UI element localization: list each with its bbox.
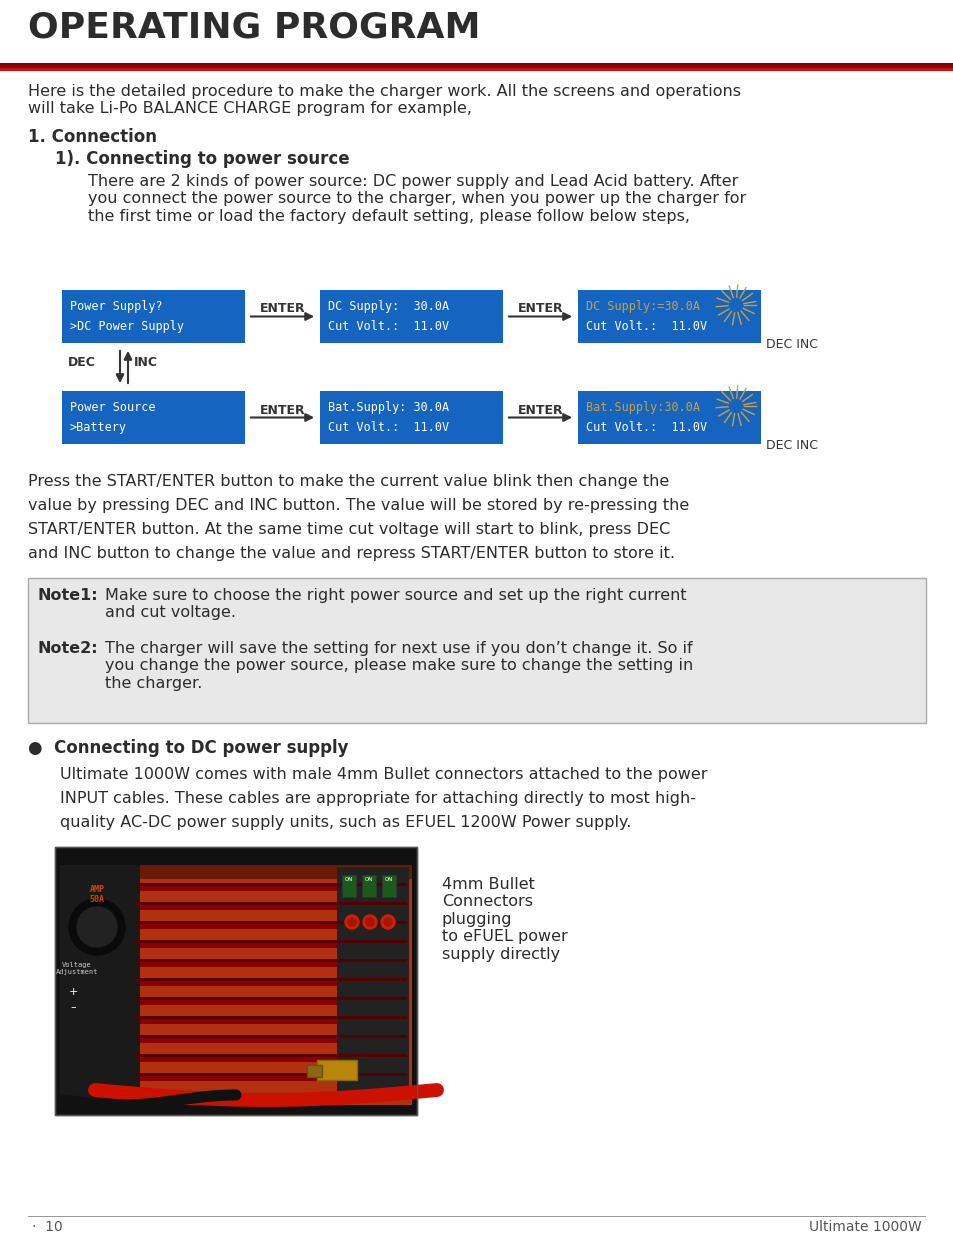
- Text: Ultimate 1000W comes with male 4mm Bullet connectors attached to the power: Ultimate 1000W comes with male 4mm Bulle…: [60, 767, 707, 782]
- Bar: [135, 1073, 407, 1081]
- Bar: [135, 979, 407, 986]
- Bar: [135, 1035, 407, 1038]
- Bar: [135, 940, 407, 947]
- Text: and INC button to change the value and repress START/ENTER button to store it.: and INC button to change the value and r…: [28, 547, 675, 561]
- Circle shape: [366, 918, 374, 926]
- Text: DEC INC: DEC INC: [765, 337, 817, 351]
- Bar: [319, 290, 502, 344]
- Bar: [0, 68, 953, 71]
- Text: AMP
50A: AMP 50A: [90, 885, 105, 904]
- Text: OPERATING PROGRAM: OPERATING PROGRAM: [28, 10, 480, 44]
- Bar: [135, 901, 407, 910]
- Text: ENTER: ENTER: [517, 303, 562, 315]
- Bar: [135, 979, 407, 981]
- Bar: [135, 901, 407, 905]
- Bar: [135, 883, 407, 886]
- Text: >DC Power Supply: >DC Power Supply: [70, 320, 184, 332]
- Text: ON: ON: [384, 876, 393, 881]
- Bar: [336, 867, 409, 1096]
- Text: DEC: DEC: [68, 356, 96, 369]
- Text: Bat.Supply: 30.0A: Bat.Supply: 30.0A: [328, 401, 449, 415]
- Text: Bat.Supply:30.0A: Bat.Supply:30.0A: [585, 401, 700, 415]
- Text: Power Supply?: Power Supply?: [70, 300, 162, 312]
- Text: ENTER: ENTER: [259, 403, 305, 417]
- Circle shape: [345, 915, 358, 929]
- Circle shape: [380, 915, 395, 929]
- Text: ON: ON: [344, 876, 353, 881]
- Text: +: +: [69, 987, 77, 997]
- Text: ENTER: ENTER: [517, 403, 562, 417]
- Text: >Battery: >Battery: [70, 421, 127, 435]
- Bar: [316, 1059, 356, 1079]
- Circle shape: [77, 908, 117, 947]
- Text: value by pressing DEC and INC button. The value will be stored by re-pressing th: value by pressing DEC and INC button. Th…: [28, 498, 688, 513]
- Text: INPUT cables. These cables are appropriate for attaching directly to most high-: INPUT cables. These cables are appropria…: [60, 791, 696, 806]
- Bar: [135, 1016, 407, 1018]
- Bar: [135, 883, 407, 891]
- Text: Cut Volt.:  11.0V: Cut Volt.: 11.0V: [585, 421, 706, 435]
- Bar: [135, 959, 407, 967]
- Bar: [135, 1035, 407, 1043]
- Text: Note1:: Note1:: [38, 588, 98, 603]
- Bar: [341, 875, 355, 896]
- Text: Cut Volt.:  11.0V: Cut Volt.: 11.0V: [328, 421, 449, 435]
- Bar: [578, 391, 760, 444]
- Bar: [55, 847, 416, 1116]
- Bar: [135, 940, 407, 942]
- Bar: [62, 391, 245, 444]
- Bar: [60, 865, 412, 879]
- Bar: [55, 847, 416, 1116]
- Text: DEC INC: DEC INC: [765, 439, 817, 452]
- Text: ENTER: ENTER: [259, 303, 305, 315]
- Text: START/ENTER button. At the same time cut voltage will start to blink, press DEC: START/ENTER button. At the same time cut…: [28, 522, 670, 537]
- Bar: [307, 1064, 322, 1077]
- Bar: [62, 290, 245, 344]
- Bar: [135, 1055, 407, 1062]
- Bar: [60, 865, 140, 1106]
- Text: ●  Connecting to DC power supply: ● Connecting to DC power supply: [28, 740, 348, 757]
- Bar: [135, 921, 407, 924]
- Text: Press the START/ENTER button to make the current value blink then change the: Press the START/ENTER button to make the…: [28, 474, 669, 489]
- Bar: [60, 865, 412, 1106]
- Bar: [135, 997, 407, 1000]
- Text: There are 2 kinds of power source: DC power supply and Lead Acid battery. After
: There are 2 kinds of power source: DC po…: [88, 174, 745, 224]
- Text: 1. Connection: 1. Connection: [28, 128, 157, 146]
- Bar: [135, 997, 407, 1005]
- Text: quality AC-DC power supply units, such as EFUEL 1200W Power supply.: quality AC-DC power supply units, such a…: [60, 815, 631, 830]
- Text: 4mm Bullet
Connectors
plugging
to eFUEL power
supply directly: 4mm Bullet Connectors plugging to eFUEL …: [441, 876, 567, 961]
- Bar: [135, 921, 407, 929]
- Text: Cut Volt.:  11.0V: Cut Volt.: 11.0V: [585, 320, 706, 332]
- Circle shape: [69, 899, 125, 955]
- Text: 1). Connecting to power source: 1). Connecting to power source: [55, 149, 349, 168]
- Text: The charger will save the setting for next use if you don’t change it. So if
you: The charger will save the setting for ne…: [105, 641, 693, 691]
- Text: Power Source: Power Source: [70, 401, 155, 415]
- Bar: [135, 1073, 407, 1076]
- Circle shape: [348, 918, 355, 926]
- Text: INC: INC: [133, 356, 158, 369]
- Bar: [28, 578, 925, 723]
- Text: Ultimate 1000W: Ultimate 1000W: [808, 1220, 921, 1234]
- Bar: [361, 875, 375, 896]
- Text: DC Supply:  30.0A: DC Supply: 30.0A: [328, 300, 449, 312]
- Text: Note2:: Note2:: [38, 641, 98, 656]
- Bar: [319, 391, 502, 444]
- Text: ON: ON: [364, 876, 373, 881]
- Text: ·  10: · 10: [32, 1220, 63, 1234]
- Circle shape: [363, 915, 376, 929]
- Text: Here is the detailed procedure to make the charger work. All the screens and ope: Here is the detailed procedure to make t…: [28, 83, 740, 116]
- Text: DC Supply:=30.0A: DC Supply:=30.0A: [585, 300, 700, 312]
- Bar: [0, 63, 953, 68]
- Text: Voltage
Adjustment: Voltage Adjustment: [55, 962, 98, 975]
- Text: Cut Volt.:  11.0V: Cut Volt.: 11.0V: [328, 320, 449, 332]
- Bar: [135, 959, 407, 962]
- Text: Make sure to choose the right power source and set up the right current
and cut : Make sure to choose the right power sour…: [105, 588, 686, 620]
- Bar: [135, 1016, 407, 1023]
- Text: –: –: [71, 1002, 75, 1012]
- Bar: [381, 875, 395, 896]
- Circle shape: [384, 918, 392, 926]
- Bar: [135, 1055, 407, 1057]
- Bar: [578, 290, 760, 344]
